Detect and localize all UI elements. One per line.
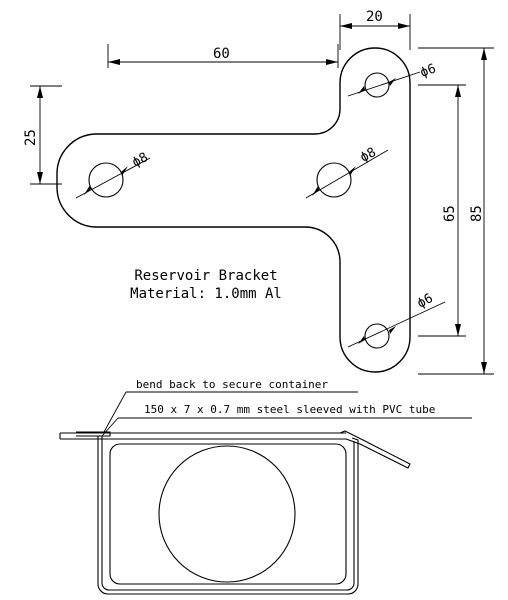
note-bend-leader	[103, 391, 127, 433]
hole-left	[88, 162, 124, 198]
bracket-profile	[56, 47, 411, 373]
section-bracket-strip	[59, 430, 411, 469]
drawing-title: Reservoir Bracket	[134, 268, 277, 284]
hole-bottom-label: ϕ6	[415, 291, 436, 312]
holes	[88, 72, 390, 349]
hole-center	[316, 162, 352, 198]
dim-25	[30, 85, 62, 185]
hole-top	[364, 72, 390, 98]
reservoir-cap	[158, 445, 296, 583]
steel-strap-inner	[101, 436, 355, 591]
reservoir-container	[109, 443, 347, 585]
note-bend-back: bend back to secure container	[136, 378, 328, 391]
steel-strap-outer	[97, 436, 359, 595]
hole-center-label: ϕ8	[358, 145, 379, 166]
dim-85-label: 85	[469, 205, 485, 222]
dim-20	[339, 14, 411, 50]
dim-60	[107, 44, 339, 68]
hole-left-label: ϕ8	[130, 150, 151, 171]
dim-20-label: 20	[366, 9, 383, 25]
hole-leaders	[75, 71, 446, 348]
bracket-outline	[56, 47, 411, 373]
drawing-material: Material: 1.0mm Al	[130, 286, 282, 302]
hole-bottom	[364, 323, 390, 349]
dim-65	[418, 84, 466, 337]
bend-back-end	[76, 431, 111, 437]
note-strap: 150 x 7 x 0.7 mm steel sleeved with PVC …	[144, 403, 435, 416]
dim-65-label: 65	[442, 205, 458, 222]
dim-60-label: 60	[213, 46, 230, 62]
hole-top-label: ϕ6	[418, 61, 438, 80]
dim-25-label: 25	[23, 129, 39, 146]
dim-85	[418, 47, 494, 375]
